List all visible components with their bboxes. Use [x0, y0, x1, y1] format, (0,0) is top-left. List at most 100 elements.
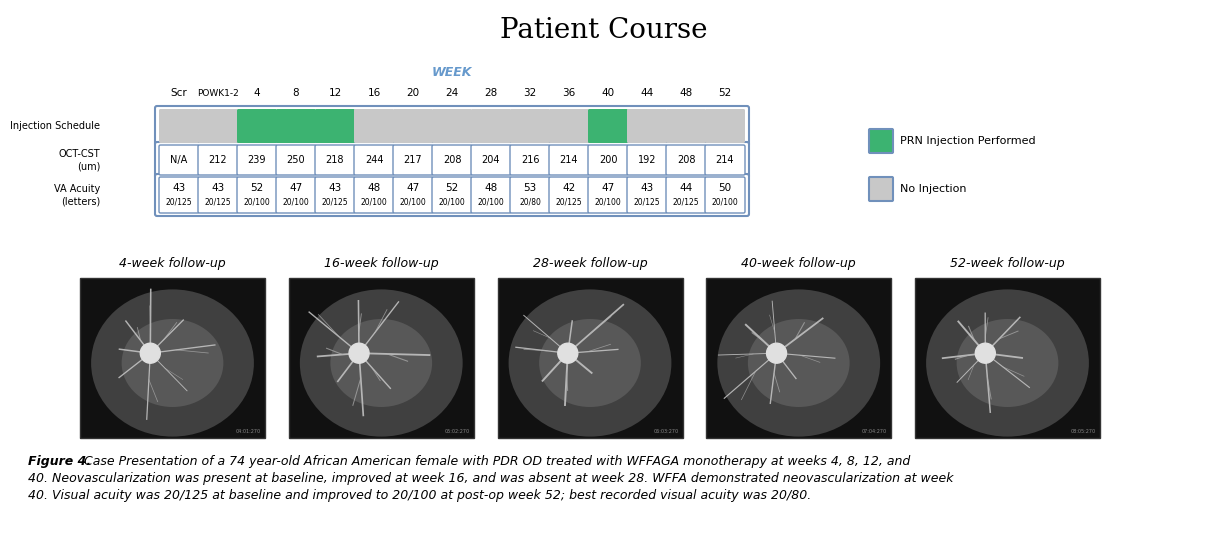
- Text: PRN Injection Performed: PRN Injection Performed: [900, 136, 1035, 146]
- FancyBboxPatch shape: [155, 174, 749, 216]
- Text: 48: 48: [679, 88, 692, 98]
- Text: 43: 43: [329, 183, 342, 193]
- FancyBboxPatch shape: [510, 109, 550, 143]
- Ellipse shape: [539, 319, 641, 407]
- Text: 08:05:270: 08:05:270: [1070, 429, 1096, 434]
- Ellipse shape: [509, 290, 672, 437]
- FancyBboxPatch shape: [155, 106, 749, 146]
- Circle shape: [349, 343, 370, 363]
- Text: 214: 214: [559, 155, 579, 165]
- Text: 20: 20: [406, 88, 419, 98]
- Text: 48: 48: [367, 183, 381, 193]
- Text: 20/125: 20/125: [673, 197, 699, 206]
- Circle shape: [767, 343, 786, 363]
- Text: 04:01:270: 04:01:270: [236, 429, 261, 434]
- FancyBboxPatch shape: [237, 109, 277, 143]
- Text: 214: 214: [716, 155, 734, 165]
- Text: 208: 208: [676, 155, 696, 165]
- FancyBboxPatch shape: [159, 109, 199, 143]
- Text: 217: 217: [403, 155, 423, 165]
- Ellipse shape: [957, 319, 1058, 407]
- FancyBboxPatch shape: [548, 109, 590, 143]
- Text: 06:03:270: 06:03:270: [654, 429, 679, 434]
- FancyBboxPatch shape: [869, 177, 893, 201]
- Text: 43: 43: [211, 183, 225, 193]
- FancyBboxPatch shape: [705, 109, 745, 143]
- FancyBboxPatch shape: [432, 177, 472, 213]
- Text: 218: 218: [326, 155, 344, 165]
- Text: VA Acuity
(letters): VA Acuity (letters): [53, 184, 100, 206]
- Text: 20/100: 20/100: [439, 197, 465, 206]
- Text: 250: 250: [286, 155, 306, 165]
- Text: 40-week follow-up: 40-week follow-up: [742, 258, 856, 271]
- FancyBboxPatch shape: [315, 145, 355, 175]
- FancyBboxPatch shape: [237, 145, 277, 175]
- FancyBboxPatch shape: [432, 109, 472, 143]
- Ellipse shape: [927, 290, 1088, 437]
- Text: 05:02:270: 05:02:270: [445, 429, 470, 434]
- Text: 52: 52: [250, 183, 263, 193]
- Text: Figure 4.: Figure 4.: [28, 455, 91, 468]
- Text: POWK1-2: POWK1-2: [197, 88, 239, 97]
- Bar: [914, 278, 1100, 438]
- FancyBboxPatch shape: [705, 145, 745, 175]
- Text: Patient Course: Patient Course: [500, 17, 708, 44]
- FancyBboxPatch shape: [237, 177, 277, 213]
- Text: 20/80: 20/80: [519, 197, 541, 206]
- FancyBboxPatch shape: [315, 177, 355, 213]
- FancyBboxPatch shape: [666, 109, 705, 143]
- Circle shape: [975, 343, 995, 363]
- Ellipse shape: [330, 319, 432, 407]
- FancyBboxPatch shape: [705, 177, 745, 213]
- Text: Case Presentation of a 74 year-old African American female with PDR OD treated w: Case Presentation of a 74 year-old Afric…: [80, 455, 911, 468]
- FancyBboxPatch shape: [432, 145, 472, 175]
- Text: 32: 32: [523, 88, 536, 98]
- FancyBboxPatch shape: [354, 145, 394, 175]
- FancyBboxPatch shape: [471, 109, 511, 143]
- Text: 244: 244: [365, 155, 383, 165]
- Text: 20/125: 20/125: [204, 197, 231, 206]
- Text: 43: 43: [173, 183, 186, 193]
- Ellipse shape: [122, 319, 223, 407]
- Text: Scr: Scr: [170, 88, 187, 98]
- Bar: [289, 278, 474, 438]
- FancyBboxPatch shape: [627, 177, 667, 213]
- Text: 40. Neovascularization was present at baseline, improved at week 16, and was abs: 40. Neovascularization was present at ba…: [28, 472, 953, 485]
- Circle shape: [140, 343, 161, 363]
- Ellipse shape: [300, 290, 463, 437]
- FancyBboxPatch shape: [666, 177, 705, 213]
- FancyBboxPatch shape: [354, 177, 394, 213]
- Ellipse shape: [718, 290, 881, 437]
- Text: OCT-CST
(um): OCT-CST (um): [58, 149, 100, 171]
- FancyBboxPatch shape: [393, 109, 432, 143]
- Text: 47: 47: [290, 183, 303, 193]
- FancyBboxPatch shape: [198, 177, 238, 213]
- Text: 20/100: 20/100: [594, 197, 621, 206]
- FancyBboxPatch shape: [510, 177, 550, 213]
- Text: 204: 204: [482, 155, 500, 165]
- Text: 4: 4: [254, 88, 260, 98]
- FancyBboxPatch shape: [198, 145, 238, 175]
- Text: 40. Visual acuity was 20/125 at baseline and improved to 20/100 at post-op week : 40. Visual acuity was 20/125 at baseline…: [28, 489, 812, 502]
- FancyBboxPatch shape: [354, 109, 394, 143]
- Text: WEEK: WEEK: [431, 65, 472, 78]
- Text: 43: 43: [640, 183, 654, 193]
- Text: Injection Schedule: Injection Schedule: [10, 121, 100, 131]
- Text: 212: 212: [209, 155, 227, 165]
- FancyBboxPatch shape: [588, 109, 628, 143]
- FancyBboxPatch shape: [588, 145, 628, 175]
- Text: 239: 239: [248, 155, 266, 165]
- FancyBboxPatch shape: [155, 142, 749, 178]
- Text: 12: 12: [329, 88, 342, 98]
- FancyBboxPatch shape: [315, 109, 355, 143]
- Text: 20/100: 20/100: [712, 197, 738, 206]
- Text: 52: 52: [446, 183, 459, 193]
- Text: 36: 36: [563, 88, 576, 98]
- Bar: [498, 278, 683, 438]
- FancyBboxPatch shape: [548, 177, 590, 213]
- FancyBboxPatch shape: [159, 177, 199, 213]
- FancyBboxPatch shape: [510, 145, 550, 175]
- FancyBboxPatch shape: [198, 109, 238, 143]
- Text: 47: 47: [602, 183, 615, 193]
- FancyBboxPatch shape: [666, 145, 705, 175]
